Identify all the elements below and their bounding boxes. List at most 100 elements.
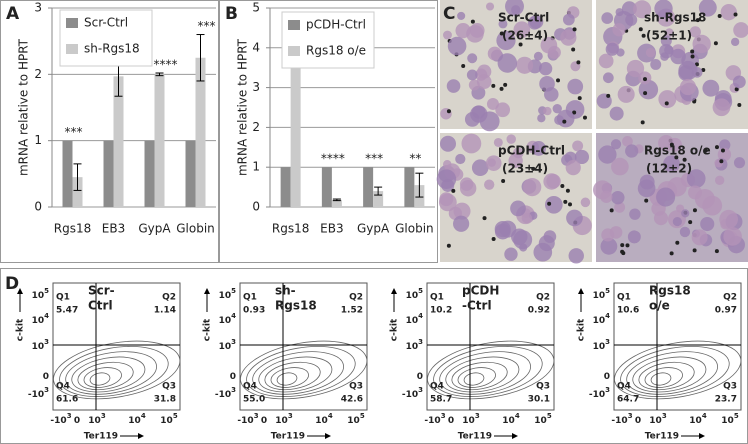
stain (482, 216, 487, 221)
tick-label: 104 (593, 312, 611, 326)
contour (240, 340, 368, 400)
contour (614, 340, 742, 400)
cell (679, 78, 697, 96)
stain (733, 12, 738, 17)
stain (690, 49, 695, 54)
cell (533, 51, 543, 61)
cell (732, 75, 746, 89)
cell (670, 48, 686, 65)
y-axis-label: mRNA relative to HPRT (236, 38, 250, 176)
tick-base: 10 (219, 316, 232, 326)
cell (689, 26, 701, 38)
legend-label: sh-Rgs18 (84, 42, 140, 56)
x-axis-label: Ter119 (271, 432, 305, 442)
tick-base: 10 (32, 316, 45, 326)
y-axis-label: c-kit (577, 318, 587, 341)
cell (513, 230, 533, 250)
cell (717, 147, 732, 162)
tick-label: -103 (215, 386, 236, 400)
x-tick-label: EB3 (320, 222, 343, 236)
cell (720, 4, 737, 21)
tick-label: 104 (502, 412, 520, 426)
cell (556, 109, 575, 128)
tick-base: 0 (261, 416, 267, 426)
cell-count: (23±4) (502, 162, 548, 176)
tick-label: 105 (160, 412, 178, 426)
cell (436, 169, 457, 189)
tick-label: 0 (230, 372, 236, 382)
x-tick-label: Globin (395, 222, 434, 236)
contour (626, 351, 718, 395)
quadrant-value: 10.2 (430, 306, 452, 316)
tick-exp: 5 (547, 412, 552, 420)
cell (476, 74, 492, 89)
sample-name: -Ctrl (462, 299, 492, 313)
stain (682, 157, 687, 162)
tick-exp: 3 (101, 412, 106, 420)
micrograph (592, 133, 748, 262)
quadrant-name: Q3 (536, 382, 550, 392)
y-axis-label: c-kit (203, 318, 213, 341)
stain (688, 220, 693, 225)
sample-name: Scr-Ctrl (498, 11, 549, 25)
contour (270, 367, 309, 388)
cell (516, 56, 534, 74)
cell (733, 157, 746, 169)
legend-swatch (288, 20, 300, 30)
bar (363, 167, 374, 207)
x-tick-label: EB3 (102, 222, 125, 236)
cell (544, 195, 563, 214)
bar (144, 140, 155, 207)
quadrant-value: 0.97 (715, 306, 737, 316)
stain (446, 243, 451, 248)
cell (719, 209, 739, 229)
bar (195, 57, 206, 207)
tick-base: 10 (406, 316, 419, 326)
x-axis-label: Ter119 (645, 432, 679, 442)
x-axis-label: Ter119 (84, 432, 118, 442)
cell (600, 237, 618, 255)
arrow-head (512, 433, 518, 439)
stain (638, 27, 643, 32)
error-bar (332, 198, 341, 202)
contour (71, 356, 146, 393)
cell (443, 30, 452, 40)
cell (529, 14, 544, 29)
cell (439, 135, 457, 152)
y-axis-label: mRNA relative to HPRT (17, 38, 31, 176)
quadrant-name: Q1 (430, 293, 444, 303)
cell (598, 145, 617, 164)
y-tick-label: 1 (34, 133, 42, 147)
quadrant-name: Q2 (162, 293, 176, 303)
tick-exp: 3 (231, 386, 236, 394)
tick-base: 10 (160, 416, 173, 426)
tick-base: -10 (28, 390, 44, 400)
panel-a-frame (0, 0, 219, 263)
tick-base: -10 (50, 416, 66, 426)
tick-label: 103 (406, 338, 424, 352)
quadrant-value: 0.92 (528, 306, 550, 316)
cell (719, 139, 731, 151)
arrow-head (138, 433, 144, 439)
arrow-head (699, 433, 705, 439)
tick-base: 0 (635, 416, 641, 426)
y-tick-label: 3 (252, 80, 260, 94)
tick-base: 10 (347, 416, 360, 426)
cell (484, 179, 495, 190)
stain (572, 110, 577, 115)
quadrant-name: Q3 (162, 382, 176, 392)
quadrant-name: Q4 (617, 382, 631, 392)
bar (62, 140, 73, 207)
cell (447, 36, 467, 56)
tick-exp: 3 (662, 412, 667, 420)
tick-label: 104 (219, 312, 237, 326)
cell (598, 53, 614, 69)
stain (577, 96, 582, 101)
contour (433, 346, 543, 397)
contour (83, 367, 122, 388)
cell (538, 62, 553, 76)
tick-base: 10 (502, 416, 515, 426)
quadrant-name: Q2 (723, 293, 737, 303)
panel-label: D (5, 274, 19, 294)
cell (686, 169, 706, 188)
